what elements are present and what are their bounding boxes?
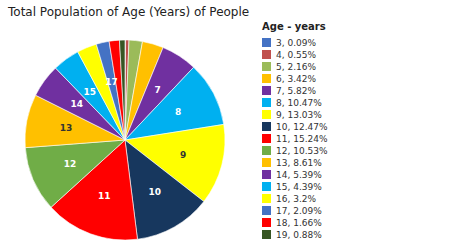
slice: [25, 140, 125, 207]
legend-label: 11, 15.24%: [276, 134, 328, 144]
slice-label: 9: [180, 150, 186, 160]
slice: [109, 40, 125, 140]
legend-swatch: [262, 86, 271, 95]
legend-label: 4, 0.55%: [276, 50, 316, 60]
legend-title: Age - years: [262, 21, 326, 32]
legend-swatch: [262, 194, 271, 203]
legend-swatch: [262, 74, 271, 83]
legend-label: 16, 3.2%: [276, 194, 316, 204]
legend-swatch: [262, 134, 271, 143]
slice-label: 15: [83, 87, 96, 97]
legend-label: 18, 1.66%: [276, 218, 322, 228]
slice-labels: 7 8 9 10 11 12 13 1415 17: [60, 77, 186, 202]
slice-label: 13: [60, 123, 73, 133]
legend-swatch: [262, 38, 271, 47]
legend-swatch: [262, 98, 271, 107]
legend-swatch: [262, 170, 271, 179]
legend-swatch: [262, 230, 271, 239]
legend-label: 8, 10.47%: [276, 98, 322, 108]
title: Total Population of Age (Years) of Peopl…: [7, 5, 249, 19]
slice-label: 14: [70, 99, 83, 109]
pie: [25, 40, 225, 240]
slice: [125, 140, 204, 239]
legend-swatch: [262, 146, 271, 155]
slice-label: 10: [148, 187, 161, 197]
legend-swatch: [262, 182, 271, 191]
legend: Age - years 3, 0.09% 4, 0.55% 5, 2.16% 6, 3.…: [262, 21, 328, 240]
legend-label: 7, 5.82%: [276, 86, 316, 96]
legend-label: 19, 0.88%: [276, 230, 322, 240]
slice-label: 11: [98, 191, 111, 201]
legend-swatch: [262, 122, 271, 131]
legend-swatch: [262, 62, 271, 71]
legend-label: 6, 3.42%: [276, 74, 316, 84]
legend-swatch: [262, 206, 271, 215]
legend-label: 9, 13.03%: [276, 110, 322, 120]
legend-label: 3, 0.09%: [276, 38, 316, 48]
legend-swatch: [262, 218, 271, 227]
legend-label: 5, 2.16%: [276, 62, 316, 72]
legend-label: 17, 2.09%: [276, 206, 322, 216]
slice-label: 17: [105, 77, 118, 87]
legend-swatch: [262, 110, 271, 119]
legend-label: 13, 8.61%: [276, 158, 322, 168]
chart: Total Population of Age (Years) of Peopl…: [0, 0, 450, 252]
legend-swatch: [262, 158, 271, 167]
legend-label: 12, 10.53%: [276, 146, 328, 156]
slice-label: 12: [64, 159, 77, 169]
slice-label: 8: [175, 107, 181, 117]
legend-swatch: [262, 50, 271, 59]
slice: [119, 40, 125, 140]
slice-label: 7: [154, 85, 160, 95]
legend-label: 15, 4.39%: [276, 182, 322, 192]
legend-label: 14, 5.39%: [276, 170, 322, 180]
legend-label: 10, 12.47%: [276, 122, 328, 132]
